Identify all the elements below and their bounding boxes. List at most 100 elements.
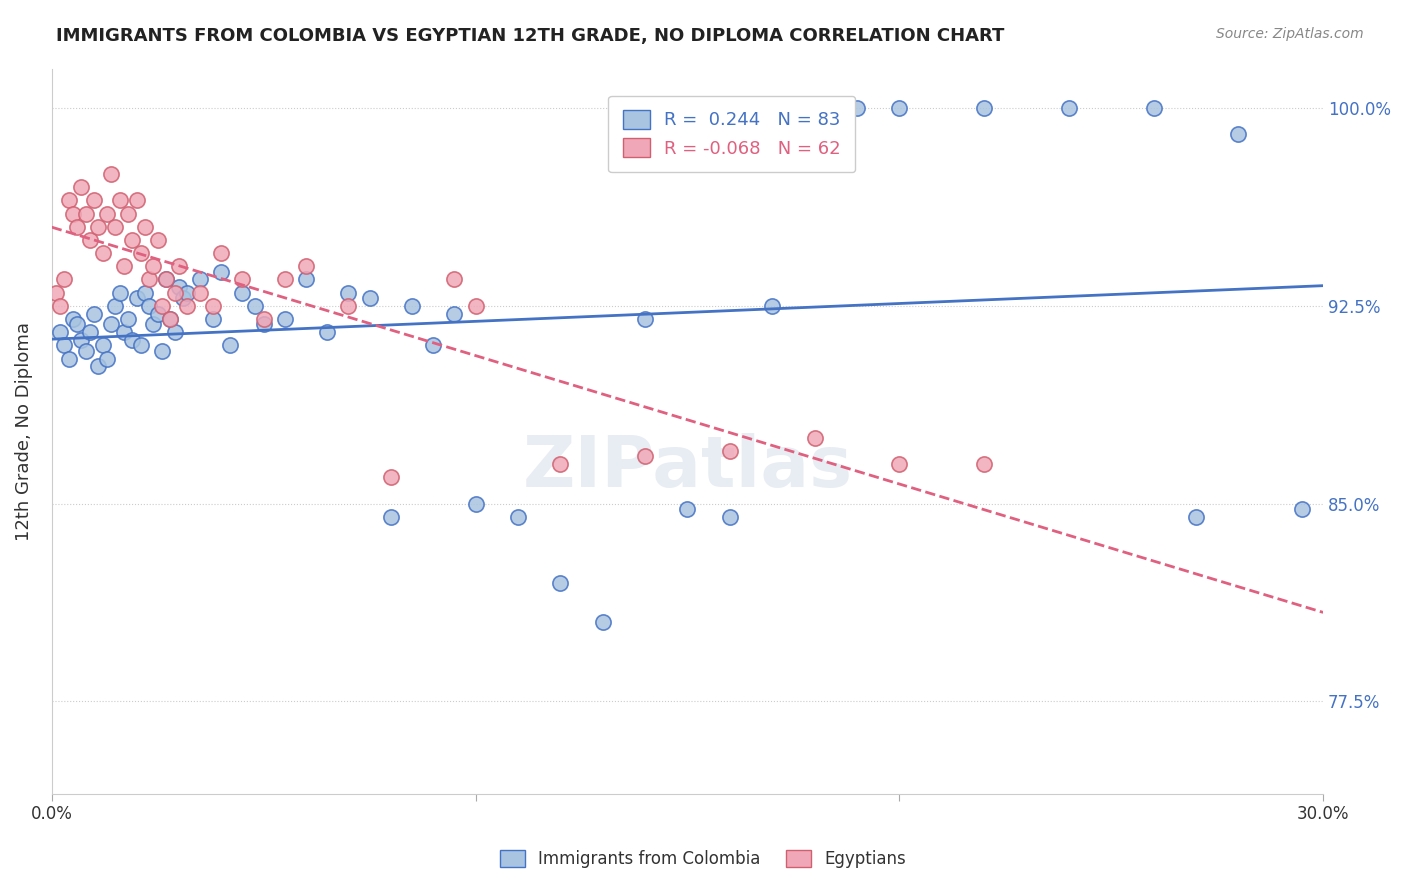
Point (79, 233, 101, 247)
Point (443, 307, 465, 321)
Point (176, 299, 198, 313)
Point (159, 312, 181, 326)
Point (1185, 509, 1208, 524)
Point (209, 246, 232, 260)
Point (53, 272, 76, 286)
Legend: Immigrants from Colombia, Egyptians: Immigrants from Colombia, Egyptians (494, 843, 912, 875)
Point (75, 343, 97, 358)
Point (49, 299, 72, 313)
Point (380, 509, 402, 524)
Point (550, 575, 572, 590)
Point (973, 457, 995, 471)
Point (295, 272, 318, 286)
Point (91, 338, 114, 352)
Point (146, 307, 169, 321)
Text: ZIPatlas: ZIPatlas (523, 433, 852, 502)
Point (718, 509, 741, 524)
Point (253, 318, 276, 332)
Point (167, 280, 190, 294)
Point (100, 167, 122, 181)
Point (718, 443, 741, 458)
Point (100, 318, 122, 332)
Point (150, 343, 173, 358)
Point (121, 333, 143, 347)
Point (337, 299, 360, 313)
Point (889, 457, 911, 471)
Point (337, 285, 360, 300)
Point (79, 325, 101, 339)
Point (243, 299, 266, 313)
Point (96, 206, 118, 220)
Point (83, 194, 105, 208)
Point (53, 338, 76, 352)
Point (87, 219, 110, 234)
Point (550, 457, 572, 471)
Point (188, 285, 211, 300)
Point (1227, 128, 1250, 142)
Point (316, 325, 339, 339)
Point (142, 318, 165, 332)
Point (1291, 502, 1313, 516)
Point (138, 272, 160, 286)
Point (401, 299, 423, 313)
Point (274, 272, 297, 286)
Point (274, 312, 297, 326)
Point (803, 101, 825, 115)
Point (134, 285, 156, 300)
Point (58, 351, 80, 366)
Point (104, 219, 127, 234)
Point (146, 233, 169, 247)
Point (464, 299, 486, 313)
Point (188, 272, 211, 286)
Point (359, 291, 381, 305)
Point (422, 338, 444, 352)
Point (159, 312, 181, 326)
Point (121, 233, 143, 247)
Point (172, 291, 194, 305)
Point (112, 260, 135, 274)
Point (464, 497, 486, 511)
Point (62, 206, 84, 220)
Point (201, 312, 224, 326)
Point (889, 101, 911, 115)
Point (676, 502, 699, 516)
Point (134, 219, 156, 234)
Point (129, 246, 152, 260)
Point (201, 299, 224, 313)
Point (506, 509, 529, 524)
Point (142, 260, 165, 274)
Point (125, 291, 148, 305)
Legend: R =  0.244   N = 83, R = -0.068   N = 62: R = 0.244 N = 83, R = -0.068 N = 62 (609, 95, 855, 172)
Point (62, 312, 84, 326)
Point (761, 299, 783, 313)
Point (163, 285, 186, 300)
Point (117, 312, 139, 326)
Point (295, 260, 318, 274)
Point (108, 285, 131, 300)
Point (129, 338, 152, 352)
Point (112, 325, 135, 339)
Point (155, 272, 177, 286)
Point (104, 299, 127, 313)
Point (70, 333, 93, 347)
Point (209, 264, 232, 278)
Y-axis label: 12th Grade, No Diploma: 12th Grade, No Diploma (15, 322, 32, 541)
Point (176, 285, 198, 300)
Point (138, 299, 160, 313)
Point (634, 449, 657, 463)
Point (1057, 101, 1080, 115)
Point (155, 272, 177, 286)
Point (91, 246, 114, 260)
Point (83, 307, 105, 321)
Text: IMMIGRANTS FROM COLOMBIA VS EGYPTIAN 12TH GRADE, NO DIPLOMA CORRELATION CHART: IMMIGRANTS FROM COLOMBIA VS EGYPTIAN 12T… (56, 27, 1005, 45)
Point (167, 260, 190, 274)
Point (75, 206, 97, 220)
Point (49, 325, 72, 339)
Point (70, 180, 93, 194)
Point (231, 272, 253, 286)
Point (846, 101, 869, 115)
Point (108, 194, 131, 208)
Point (66, 318, 89, 332)
Point (66, 219, 89, 234)
Point (634, 312, 657, 326)
